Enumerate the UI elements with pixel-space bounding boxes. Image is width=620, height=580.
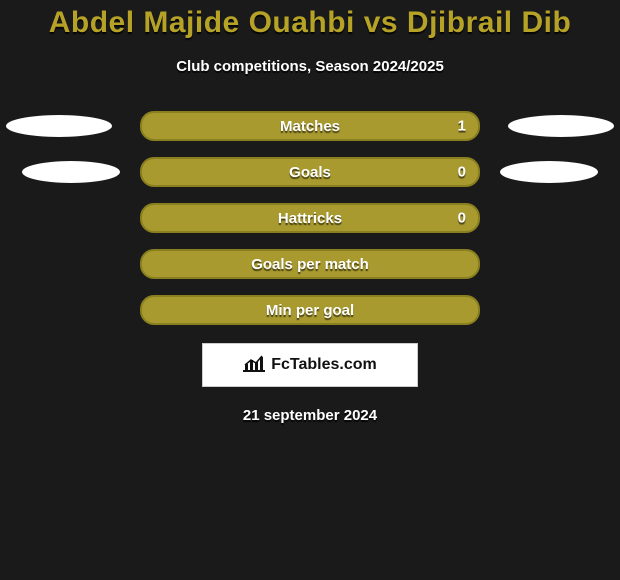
logo-chart-icon (243, 354, 265, 377)
stat-label: Goals per match (251, 256, 369, 273)
stat-value: 0 (458, 210, 466, 227)
player-left-ellipse (6, 115, 112, 137)
stat-bar: Goals per match (140, 249, 480, 279)
infographic-container: Abdel Majide Ouahbi vs Djibrail Dib Club… (0, 0, 620, 580)
stat-label: Matches (280, 118, 340, 135)
stat-label: Hattricks (278, 210, 342, 227)
player-right-ellipse (500, 161, 598, 183)
stat-row: Goals 0 (0, 157, 620, 187)
subtitle: Club competitions, Season 2024/2025 (0, 58, 620, 75)
stat-value: 1 (458, 118, 466, 135)
page-title: Abdel Majide Ouahbi vs Djibrail Dib (0, 6, 620, 40)
stat-row: Goals per match (0, 249, 620, 279)
logo-box: FcTables.com (202, 343, 418, 387)
logo-inner: FcTables.com (243, 354, 377, 377)
date-label: 21 september 2024 (0, 407, 620, 424)
stat-row: Matches 1 (0, 111, 620, 141)
stat-row: Min per goal (0, 295, 620, 325)
stats-area: Matches 1 Goals 0 Hattricks 0 Goals per match M… (0, 111, 620, 325)
stat-label: Min per goal (266, 302, 354, 319)
stat-value: 0 (458, 164, 466, 181)
player-left-ellipse (22, 161, 120, 183)
stat-bar: Matches 1 (140, 111, 480, 141)
stat-bar: Hattricks 0 (140, 203, 480, 233)
logo-text: FcTables.com (271, 356, 377, 374)
player-right-ellipse (508, 115, 614, 137)
stat-row: Hattricks 0 (0, 203, 620, 233)
stat-bar: Min per goal (140, 295, 480, 325)
stat-bar: Goals 0 (140, 157, 480, 187)
stat-label: Goals (289, 164, 331, 181)
